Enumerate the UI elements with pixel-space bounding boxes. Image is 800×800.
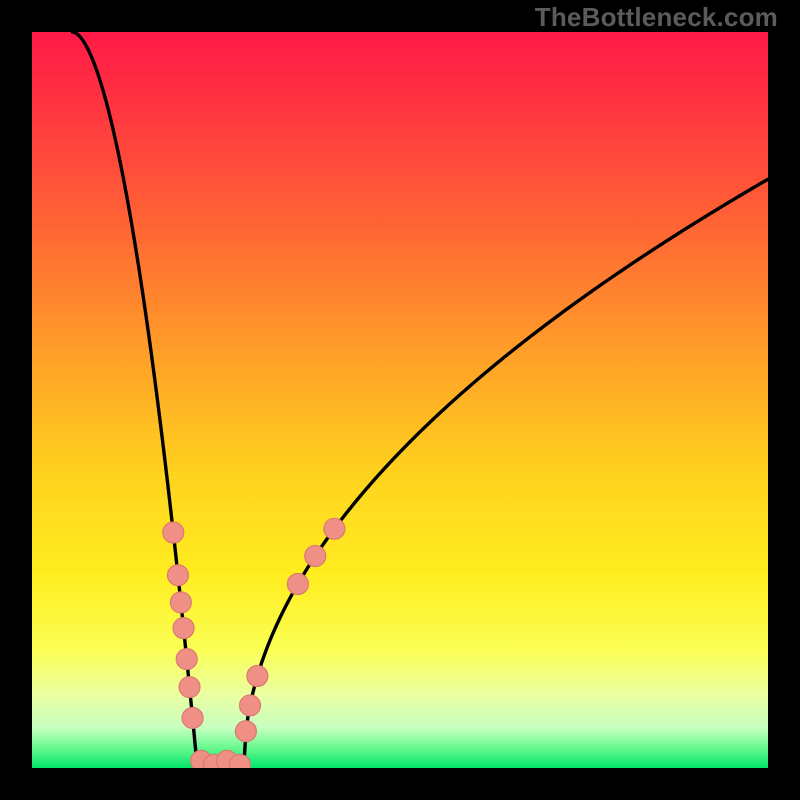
data-marker [324, 518, 345, 539]
chart-stage: TheBottleneck.com [0, 0, 800, 800]
watermark-text: TheBottleneck.com [535, 2, 778, 33]
bottleneck-chart [32, 32, 768, 768]
data-marker [182, 707, 203, 728]
data-marker [176, 649, 197, 670]
gradient-background [32, 32, 768, 768]
data-marker [235, 721, 256, 742]
data-marker [173, 618, 194, 639]
data-marker [305, 546, 326, 567]
data-marker [179, 677, 200, 698]
data-marker [167, 565, 188, 586]
data-marker [163, 522, 184, 543]
data-marker [287, 574, 308, 595]
data-marker [240, 695, 261, 716]
data-marker [170, 592, 191, 613]
data-marker [247, 666, 268, 687]
